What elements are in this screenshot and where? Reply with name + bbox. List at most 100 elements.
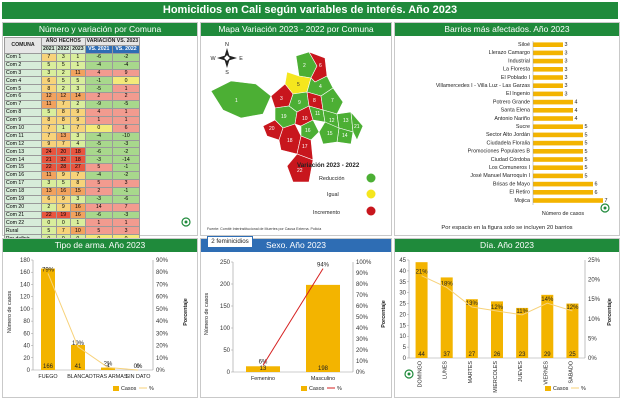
y-tick-label: 120 [20,295,31,301]
row-comuna-name: Com 21 [4,210,42,220]
compass-e: E [239,56,243,62]
y2-tick-label: 60% [156,295,169,301]
map-label: 14 [342,133,348,139]
bar-value-label: 41 [75,364,82,370]
dia-panel: Día. Año 2023 Porcentaje Casos % 0 5 10 15 2… [394,238,620,398]
map-heading: Mapa Variación 2023 - 2022 por Comuna [201,23,391,36]
cell-variation: -1 [84,76,113,86]
legend-reduccion-swatch [366,173,376,183]
barrio-value: 5 [585,165,588,171]
cell-variation: 1 [111,218,141,228]
cell-variation: -3 [84,194,113,204]
barrio-label: El Ingenio [506,91,530,97]
comuna-table-panel: Número y variación por Comuna COMUNA AÑO… [2,22,198,252]
cell-year-count: 27 [70,163,86,173]
barrio-bar [533,149,583,154]
bar-value-label: 23 [519,352,526,358]
barrio-value: 5 [585,157,588,163]
bar [491,301,503,358]
row-comuna-name: Com 20 [4,202,42,212]
cell-year-count: 6 [41,76,57,86]
bar [465,299,478,358]
bar-value-label: 13 [260,366,267,372]
map-label: 20 [269,126,275,132]
table-row: Com 22 0 0 1 1 1 [4,218,141,228]
barrio-bar [533,124,583,129]
barrio-label: Santa Elena [501,108,530,114]
bar-value-label: 29 [544,352,551,358]
category-label: DOMINGO [418,361,424,387]
bar [101,367,115,370]
y-tick-label: 0 [227,370,231,376]
y-tick-label: 100 [220,326,231,332]
y-tick-label: 200 [220,282,231,288]
category-label: Femenino [251,376,275,382]
cell-year-count: 16 [55,186,72,196]
y2-tick-label: 0% [356,370,365,376]
arma-ylabel: Número de casos [7,291,13,334]
map-label: 4 [319,84,322,90]
page-title: Homicidios en Cali según variables de in… [2,2,618,19]
y2-tick-label: 10% [588,317,601,323]
cell-year-count: 16 [70,210,86,220]
cell-year-count: 7 [55,139,72,149]
barrio-bar [533,75,563,80]
cell-variation: 0 [84,123,113,133]
cell-variation: -14 [111,155,141,165]
cell-year-count: 1 [70,52,86,62]
y2-tick-label: 20% [156,344,169,350]
cell-year-count: 7 [41,123,57,133]
barrio-value: 3 [565,59,568,65]
barrio-value: 3 [565,83,568,89]
map-label: 21 [354,124,360,130]
y-tick-label: 180 [20,258,31,264]
observatorio-logo [178,217,194,228]
table-row: Com 1 7 3 1 -6 -2 [4,52,141,62]
map-label: 22 [297,168,303,174]
cell-variation: -2 [111,147,141,157]
cell-year-count: 2 [55,68,72,78]
y-tick-label: 140 [20,282,31,288]
percent-label: 21% [416,270,429,276]
compass-n: N [225,42,229,48]
cell-year-count: 14 [70,92,86,102]
map-label: 7 [331,98,334,104]
map-label: 8 [313,98,316,104]
barrio-value: 4 [575,116,578,122]
cell-variation: -3 [111,139,141,149]
percent-label: 19% [72,341,85,347]
cell-variation: -6 [111,194,141,204]
y-tick-label: 250 [220,260,231,266]
cell-variation: -1 [111,186,141,196]
map-label: 16 [305,128,311,134]
col-year: 2021 [41,44,57,54]
row-comuna-name: Com 6 [4,92,42,102]
y2-tick-label: 5% [588,336,597,342]
row-comuna-name: Com 13 [4,147,42,157]
barrio-value: 5 [585,173,588,179]
cell-year-count: 18 [70,147,86,157]
y2-tick-label: 40% [356,326,369,332]
barrio-bar [533,132,583,138]
table-row: Com 3 3 2 11 4 9 [4,68,141,78]
cell-year-count: 0 [41,218,57,228]
row-comuna-name: Com 7 [4,100,42,110]
dia-y2label: Porcentaje [607,298,613,326]
category-label: SIN DATO [126,374,151,380]
compass-icon: N S W E [210,42,243,76]
cell-variation: 5 [84,179,113,188]
row-comuna-name: Com 9 [4,115,42,125]
cell-year-count: 9 [55,171,72,181]
cell-variation: -2 [111,171,141,181]
dia-chart: Porcentaje Casos % 0 5 10 15 20 25 30 35 40 45 0% 5… [399,258,613,393]
barrio-label: Villamercedes I - Villa Luz - Las Garzas [436,83,530,89]
y-tick-label: 0 [27,368,31,374]
cell-year-count: 5 [55,76,72,86]
map-region-22 [286,153,314,183]
barrio-bar [533,99,573,105]
cell-year-count: 13 [55,131,72,141]
cell-year-count: 8 [55,115,72,125]
bar-value-label: 166 [43,364,54,370]
